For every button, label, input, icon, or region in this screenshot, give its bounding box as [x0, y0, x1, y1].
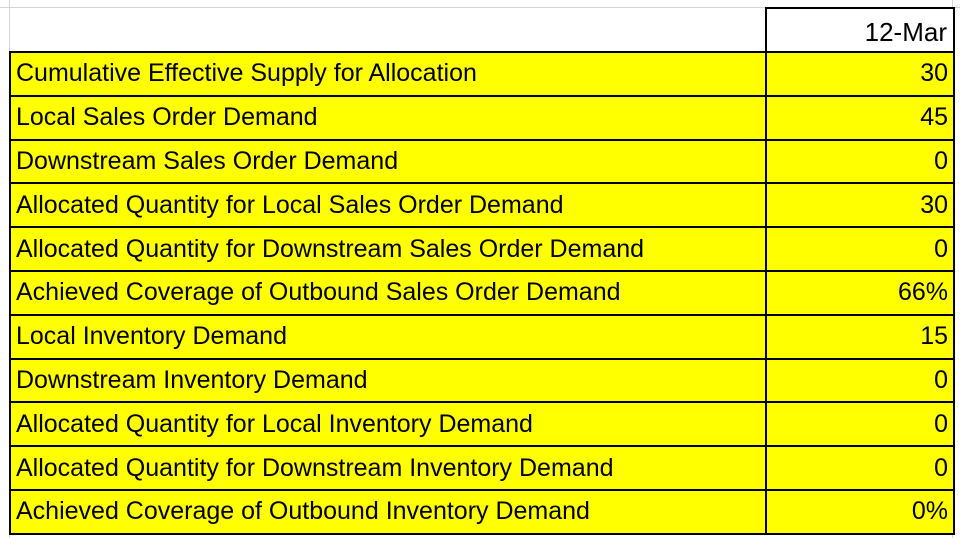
row-label-cell[interactable]: Local Sales Order Demand [9, 94, 767, 141]
table-row: Allocated Quantity for Local Sales Order… [9, 182, 955, 229]
table-row: Allocated Quantity for Downstream Invent… [9, 445, 955, 491]
row-value-cell[interactable]: 0 [765, 138, 955, 185]
row-value-cell[interactable]: 45 [765, 94, 955, 141]
row-label-cell[interactable]: Allocated Quantity for Downstream Invent… [9, 445, 767, 491]
row-label-cell[interactable]: Cumulative Effective Supply for Allocati… [9, 51, 767, 97]
row-value-cell[interactable]: 0 [765, 445, 955, 491]
row-label-cell[interactable]: Downstream Sales Order Demand [9, 138, 767, 185]
row-value-cell[interactable]: 66% [765, 269, 955, 316]
row-value-cell[interactable]: 0 [765, 226, 955, 272]
row-label-cell[interactable]: Allocated Quantity for Local Inventory D… [9, 401, 767, 448]
table-row: Allocated Quantity for Local Inventory D… [9, 401, 955, 448]
date-column-header: 12-Mar [864, 17, 947, 47]
row-label-cell[interactable]: Achieved Coverage of Outbound Sales Orde… [9, 269, 767, 316]
row-label-cell[interactable]: Achieved Coverage of Outbound Inventory … [9, 488, 767, 535]
table-row: Local Inventory Demand 15 [9, 313, 955, 360]
row-value-cell[interactable]: 0 [765, 401, 955, 448]
table-row: Downstream Sales Order Demand 0 [9, 138, 955, 185]
row-label-cell[interactable]: Allocated Quantity for Downstream Sales … [9, 226, 767, 272]
row-label-cell[interactable]: Allocated Quantity for Local Sales Order… [9, 182, 767, 229]
row-value-cell[interactable]: 0% [765, 488, 955, 535]
gridline [0, 7, 960, 8]
table-row: Local Sales Order Demand 45 [9, 94, 955, 141]
row-value-cell[interactable]: 30 [765, 182, 955, 229]
table-row: Achieved Coverage of Outbound Inventory … [9, 488, 955, 535]
row-label-cell[interactable]: Downstream Inventory Demand [9, 357, 767, 404]
row-value-cell[interactable]: 0 [765, 357, 955, 404]
allocation-table: Cumulative Effective Supply for Allocati… [9, 51, 955, 535]
date-column-header-cell[interactable]: 12-Mar [765, 7, 955, 52]
table-row: Allocated Quantity for Downstream Sales … [9, 226, 955, 272]
row-value-cell[interactable]: 30 [765, 51, 955, 97]
row-value-cell[interactable]: 15 [765, 313, 955, 360]
table-row: Achieved Coverage of Outbound Sales Orde… [9, 269, 955, 316]
table-row: Downstream Inventory Demand 0 [9, 357, 955, 404]
table-row: Cumulative Effective Supply for Allocati… [9, 51, 955, 97]
row-label-cell[interactable]: Local Inventory Demand [9, 313, 767, 360]
